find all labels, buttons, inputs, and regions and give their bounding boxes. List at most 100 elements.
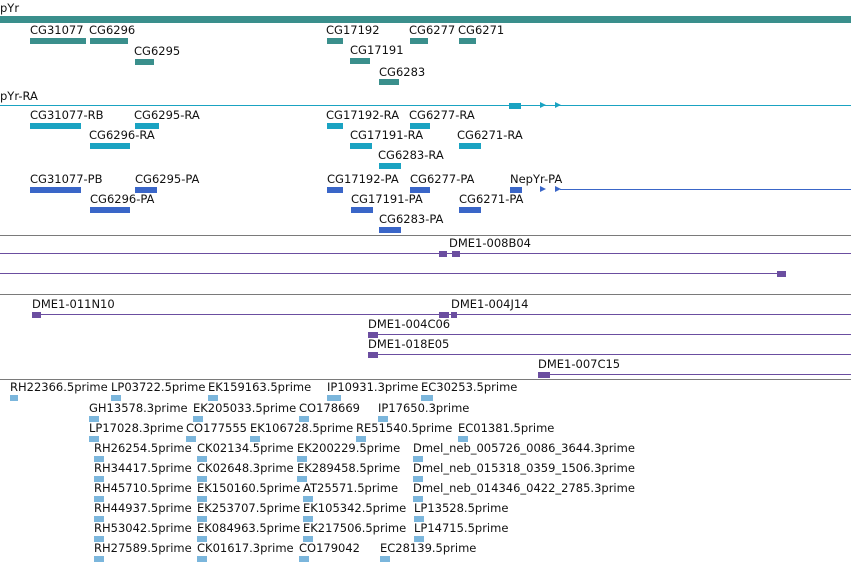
est-label[interactable]: EK106728.5prime [250, 421, 354, 435]
mrna-feature[interactable] [379, 163, 401, 169]
est-feature[interactable] [378, 416, 388, 422]
gene-feature[interactable] [90, 38, 128, 44]
gene-label[interactable]: CG6277 [409, 23, 456, 37]
protein-label[interactable]: CG6283-PA [379, 212, 444, 226]
est-feature[interactable] [197, 516, 207, 522]
est-label[interactable]: EC28139.5prime [380, 541, 477, 555]
est-label[interactable]: EC30253.5prime [421, 380, 518, 394]
est-label[interactable]: RH22366.5prime [10, 380, 108, 394]
clone-block[interactable] [452, 251, 460, 257]
gene-label[interactable]: CG6271 [458, 23, 505, 37]
est-feature[interactable] [413, 476, 423, 482]
mrna-feature[interactable] [90, 143, 130, 149]
est-feature[interactable] [197, 536, 207, 542]
gene-track-bar[interactable] [0, 16, 851, 23]
protein-label[interactable]: CG17191-PA [351, 192, 423, 206]
est-label[interactable]: EK105342.5prime [303, 501, 407, 515]
gene-feature[interactable] [327, 38, 343, 44]
est-label[interactable]: RE51540.5prime [356, 421, 453, 435]
est-label[interactable]: RH27589.5prime [94, 541, 192, 555]
est-label[interactable]: CK02648.3prime [197, 461, 294, 475]
clone-block[interactable] [451, 312, 457, 318]
est-label[interactable]: RH34417.5prime [94, 461, 192, 475]
clone-block[interactable] [439, 251, 447, 257]
mrna-label[interactable]: CG6271-RA [457, 128, 523, 142]
mrna-label[interactable]: CG6296-RA [89, 128, 155, 142]
protein-label[interactable]: CG17192-PA [327, 172, 399, 186]
est-feature[interactable] [303, 516, 313, 522]
est-feature[interactable] [111, 395, 121, 401]
est-feature[interactable] [327, 395, 341, 401]
protein-feature[interactable] [30, 187, 81, 193]
gene-feature[interactable] [135, 59, 154, 65]
gene-label[interactable]: CG17192 [326, 23, 380, 37]
clone-feature[interactable] [538, 374, 851, 375]
est-feature[interactable] [94, 556, 104, 562]
est-feature[interactable] [414, 536, 424, 542]
est-label[interactable]: CK02134.5prime [197, 441, 294, 455]
est-feature[interactable] [89, 436, 99, 442]
est-label[interactable]: IP17650.3prime [378, 401, 470, 415]
protein-track-line[interactable] [560, 189, 851, 190]
clone-label[interactable]: DME1-004J14 [451, 297, 529, 311]
est-feature[interactable] [250, 436, 260, 442]
protein-label[interactable]: CG6271-PA [459, 192, 524, 206]
est-label[interactable]: CO177555 [186, 421, 247, 435]
est-label[interactable]: EK217506.5prime [303, 521, 407, 535]
mrna-label[interactable]: CG6295-RA [134, 108, 200, 122]
protein-feature[interactable] [90, 207, 130, 213]
est-feature[interactable] [380, 556, 390, 562]
est-feature[interactable] [414, 516, 424, 522]
est-label[interactable]: EK150160.5prime [197, 481, 301, 495]
clone-label[interactable]: DME1-004C06 [368, 317, 451, 331]
est-feature[interactable] [94, 516, 104, 522]
gene-label[interactable]: CG31077 [30, 23, 84, 37]
est-label[interactable]: EK200229.5prime [297, 441, 401, 455]
protein-label[interactable]: CG31077-PB [30, 172, 103, 186]
est-label[interactable]: LP14715.5prime [414, 521, 509, 535]
protein-feature[interactable] [135, 187, 157, 193]
est-feature[interactable] [299, 556, 309, 562]
est-feature[interactable] [208, 395, 218, 401]
est-label[interactable]: CK01617.3prime [197, 541, 294, 555]
clone-block[interactable] [538, 372, 550, 378]
est-label[interactable]: RH44937.5prime [94, 501, 192, 515]
clone-block[interactable] [777, 271, 786, 277]
est-feature[interactable] [297, 456, 307, 462]
est-label[interactable]: AT25571.5prime [303, 481, 399, 495]
mrna-track-line[interactable] [0, 105, 851, 106]
est-feature[interactable] [197, 556, 207, 562]
protein-feature[interactable] [327, 187, 343, 193]
est-label[interactable]: RH53042.5prime [94, 521, 192, 535]
gene-label[interactable]: CG6283 [379, 65, 426, 79]
est-feature[interactable] [197, 496, 207, 502]
mrna-feature[interactable] [410, 123, 430, 129]
est-feature[interactable] [297, 476, 307, 482]
est-feature[interactable] [197, 476, 207, 482]
clone-feature[interactable] [368, 354, 851, 355]
est-label[interactable]: EK205033.5prime [193, 401, 297, 415]
est-label[interactable]: Dmel_neb_014346_0422_2785.3prime [413, 481, 635, 495]
mrna-feature[interactable] [30, 123, 81, 129]
est-label[interactable]: Dmel_neb_015318_0359_1506.3prime [413, 461, 635, 475]
est-feature[interactable] [413, 456, 423, 462]
mrna-feature[interactable] [350, 143, 372, 149]
est-label[interactable]: EK084963.5prime [197, 521, 301, 535]
est-feature[interactable] [356, 436, 366, 442]
est-feature[interactable] [421, 395, 433, 401]
clone-block[interactable] [32, 312, 41, 318]
gene-label[interactable]: CG6296 [89, 23, 136, 37]
gene-feature[interactable] [350, 58, 370, 64]
est-label[interactable]: GH13578.3prime [89, 401, 188, 415]
est-feature[interactable] [89, 416, 99, 422]
est-label[interactable]: LP03722.5prime [111, 380, 206, 394]
est-feature[interactable] [197, 456, 207, 462]
protein-feature[interactable] [351, 207, 373, 213]
est-feature[interactable] [413, 496, 423, 502]
mrna-label[interactable]: CG6283-RA [378, 148, 444, 162]
est-label[interactable]: EK253707.5prime [197, 501, 301, 515]
clone-label[interactable]: DME1-008B04 [449, 236, 531, 250]
protein-feature[interactable] [379, 227, 401, 233]
clone-label[interactable]: DME1-018E05 [368, 337, 450, 351]
gene-feature[interactable] [410, 38, 428, 44]
